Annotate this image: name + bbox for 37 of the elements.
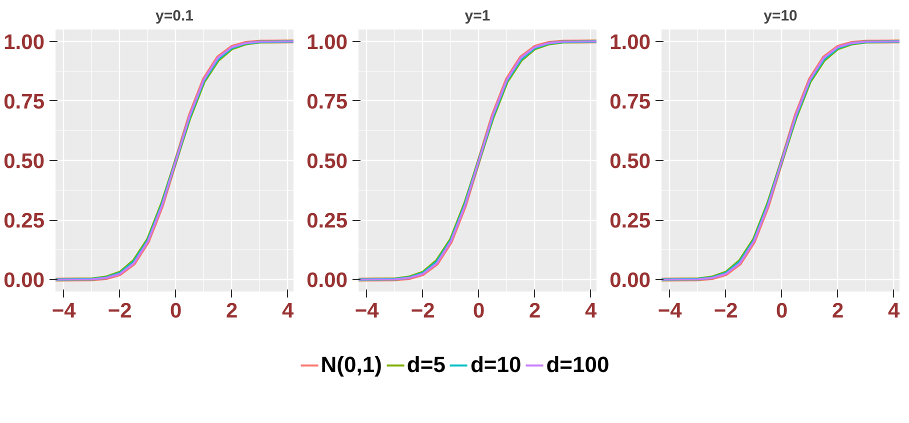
y-tick-label: 0.75 bbox=[610, 90, 651, 114]
x-tick-label: −2 bbox=[410, 300, 435, 322]
y-tick-label: 0.00 bbox=[306, 269, 348, 292]
x-tick-label: −4 bbox=[658, 300, 682, 322]
chart-title: y=1 bbox=[464, 8, 490, 24]
x-tick-label: 0 bbox=[170, 300, 182, 322]
x-tick-label: −2 bbox=[108, 300, 132, 322]
chart-title: y=0.1 bbox=[156, 8, 194, 24]
x-tick-label: −4 bbox=[354, 300, 380, 322]
y-tick-label: 0.75 bbox=[306, 90, 348, 114]
x-tick-label: −2 bbox=[714, 300, 738, 322]
y-tick-label: 0.00 bbox=[610, 269, 651, 292]
x-tick-label: 4 bbox=[585, 300, 598, 322]
y-tick-label: 0.25 bbox=[306, 210, 348, 233]
x-tick-label: 4 bbox=[888, 300, 900, 322]
y-tick-label: 0.25 bbox=[610, 210, 651, 233]
y-tick-label: 1.00 bbox=[610, 30, 651, 54]
legend-label: d=10 bbox=[470, 352, 522, 378]
y-tick-label: 0.75 bbox=[4, 90, 45, 114]
x-tick-label: 0 bbox=[776, 300, 788, 322]
y-tick-label: 0.50 bbox=[306, 150, 348, 173]
y-tick-label: 1.00 bbox=[306, 30, 348, 54]
x-tick-label: 2 bbox=[529, 300, 541, 322]
y-tick-label: 0.50 bbox=[610, 150, 651, 173]
x-tick-label: 4 bbox=[282, 300, 294, 322]
x-tick-label: 2 bbox=[226, 300, 238, 322]
x-tick-label: −4 bbox=[52, 300, 76, 322]
chart-title: y=10 bbox=[764, 8, 798, 24]
legend-label: d=5 bbox=[406, 352, 446, 378]
legend-label: N(0,1) bbox=[320, 352, 382, 378]
x-tick-label: 0 bbox=[473, 300, 485, 322]
y-tick-label: 0.25 bbox=[4, 210, 45, 233]
y-tick-label: 0.50 bbox=[4, 150, 45, 173]
y-tick-label: 1.00 bbox=[4, 30, 45, 54]
legend-label: d=100 bbox=[546, 352, 610, 378]
y-tick-label: 0.00 bbox=[4, 269, 45, 292]
x-tick-label: 2 bbox=[832, 300, 844, 322]
